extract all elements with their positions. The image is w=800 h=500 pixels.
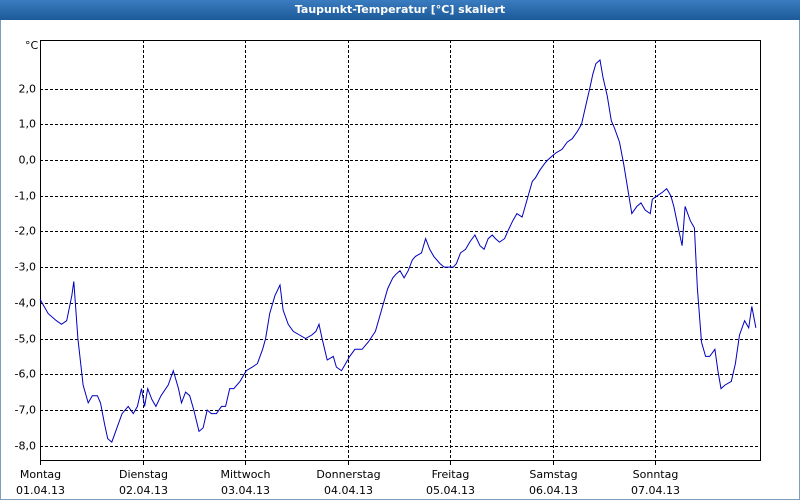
x-tick-day: Samstag [529, 468, 577, 481]
y-tick-label: 1,0 [19, 118, 37, 131]
x-tick-day: Montag [20, 468, 61, 481]
y-tick-label: -3,0 [15, 261, 36, 274]
y-tick-label: -2,0 [15, 225, 36, 238]
y-unit: °C [25, 39, 39, 52]
y-tick-label: -1,0 [15, 190, 36, 203]
x-tick-date: 02.04.13 [119, 484, 168, 497]
x-tick-day: Dienstag [119, 468, 168, 481]
x-tick-date: 06.04.13 [529, 484, 578, 497]
x-tick-day: Donnerstag [316, 468, 380, 481]
chart-title: Taupunkt-Temperatur [°C] skaliert [295, 3, 505, 16]
x-tick-date: 04.04.13 [324, 484, 373, 497]
x-tick-date: 07.04.13 [631, 484, 680, 497]
y-tick-label: -6,0 [15, 368, 36, 381]
x-tick-day: Sonntag [633, 468, 679, 481]
y-tick-label: -7,0 [15, 404, 36, 417]
x-tick-day: Mittwoch [221, 468, 271, 481]
x-tick-date: 05.04.13 [426, 484, 475, 497]
plot-area [40, 40, 761, 461]
x-tick-date: 03.04.13 [221, 484, 270, 497]
y-tick-label: -8,0 [15, 440, 36, 453]
x-tick-date: 01.04.13 [16, 484, 65, 497]
y-tick-label: 0,0 [19, 154, 37, 167]
y-tick-label: -4,0 [15, 297, 36, 310]
title-bar [0, 0, 800, 20]
data-line [39, 59, 757, 443]
y-tick-label: 2,0 [19, 83, 37, 96]
y-tick-label: -5,0 [15, 333, 36, 346]
x-tick-day: Freitag [432, 468, 470, 481]
